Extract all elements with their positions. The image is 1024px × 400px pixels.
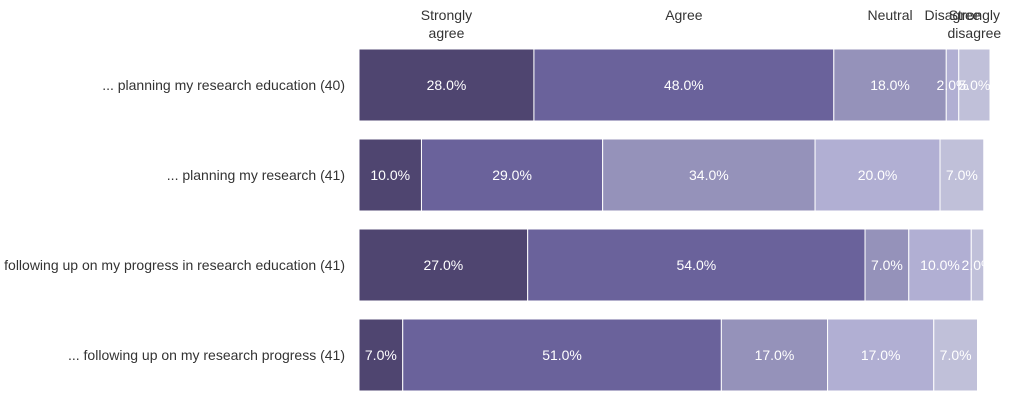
bar-segment xyxy=(402,318,722,392)
value-label: 7.0% xyxy=(940,347,972,363)
bar-segment xyxy=(420,138,604,212)
segment-header-label: Neutral xyxy=(867,7,912,23)
value-label: 7.0% xyxy=(946,167,978,183)
value-label: 2.0% xyxy=(962,257,994,273)
bar-segment xyxy=(720,318,829,392)
value-label: 17.0% xyxy=(861,347,901,363)
value-label: 18.0% xyxy=(870,77,910,93)
bar-segment xyxy=(939,138,985,212)
bar-segments xyxy=(358,48,991,392)
value-label: 54.0% xyxy=(677,257,717,273)
bar-segment xyxy=(602,138,816,212)
value-label: 29.0% xyxy=(492,167,532,183)
value-label: 28.0% xyxy=(427,77,467,93)
value-label: 48.0% xyxy=(664,77,704,93)
value-label: 7.0% xyxy=(365,347,397,363)
value-label: 10.0% xyxy=(920,257,960,273)
segment-header-label: Strongly disagree xyxy=(948,7,1002,41)
value-label: 2.0% xyxy=(937,77,969,93)
segment-header-line: Disagree xyxy=(924,7,980,23)
segment-header-line: disagree xyxy=(948,25,1002,41)
bar-segment xyxy=(533,48,835,122)
bar-segment xyxy=(527,228,866,302)
bar-segment xyxy=(827,318,935,392)
value-label: 7.0% xyxy=(871,257,903,273)
segment-header-line: Neutral xyxy=(867,7,912,23)
bar-segment xyxy=(358,318,404,392)
value-labels: 28.0% 48.0% 18.0% 2.0%5.0%10.0% 29.0% 34.0% 20… xyxy=(365,77,994,363)
segment-header-label: Disagree xyxy=(924,7,980,23)
segment-header-label: Agree xyxy=(665,7,703,23)
segment-header-label: Strongly agree xyxy=(421,7,472,41)
bar-segment xyxy=(358,138,422,212)
bar-segment xyxy=(958,48,991,122)
value-label: 51.0% xyxy=(542,347,582,363)
value-label: 27.0% xyxy=(423,257,463,273)
category-label: ... following up on my research progress… xyxy=(68,347,345,363)
segment-header-line: agree xyxy=(429,25,465,41)
bar-segment xyxy=(970,228,985,302)
value-label: 10.0% xyxy=(370,167,410,183)
segment-header-line: Agree xyxy=(665,7,703,23)
bar-segment xyxy=(933,318,979,392)
category-label: ... planning my research education (40) xyxy=(102,77,345,93)
category-labels: ... planning my research education (40).… xyxy=(4,77,345,363)
value-label: 20.0% xyxy=(858,167,898,183)
bar-segment xyxy=(814,138,941,212)
segment-header-line: Strongly xyxy=(421,7,472,23)
value-label: 34.0% xyxy=(689,167,729,183)
value-label: 17.0% xyxy=(755,347,795,363)
bar-segment xyxy=(864,228,910,302)
value-label: 5.0% xyxy=(958,77,990,93)
segment-header-line: Strongly xyxy=(949,7,1000,23)
category-label: following up on my progress in research … xyxy=(4,257,345,273)
category-label: ... planning my research (41) xyxy=(167,167,345,183)
bar-segment xyxy=(358,228,529,302)
